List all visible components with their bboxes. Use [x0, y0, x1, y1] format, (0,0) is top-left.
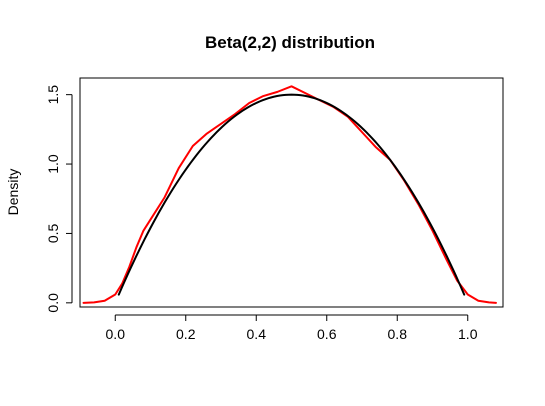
x-tick-label: 0.0 [106, 326, 126, 342]
plot-frame [79, 77, 504, 308]
theoretical-density-line [117, 93, 466, 296]
x-tick-label: 0.6 [317, 326, 337, 342]
y-tick-label: 1.5 [45, 85, 61, 105]
x-tick-label: 0.8 [388, 326, 408, 342]
y-tick-label: 1.0 [45, 154, 61, 174]
y-tick-label: 0.5 [45, 224, 61, 244]
x-tick-label: 0.2 [176, 326, 196, 342]
x-tick-label: 0.4 [247, 326, 267, 342]
density-estimate-line [82, 85, 497, 304]
y-tick-label: 0.0 [45, 293, 61, 313]
chart-title: Beta(2,2) distribution [205, 33, 375, 52]
x-tick-label: 1.0 [458, 326, 478, 342]
series-layer [82, 85, 497, 304]
y-axis-label: Density [5, 169, 21, 216]
y-axis: 0.0 0.5 1.0 1.5 [45, 85, 73, 313]
x-axis: 0.0 0.2 0.4 0.6 0.8 1.0 [106, 314, 478, 342]
